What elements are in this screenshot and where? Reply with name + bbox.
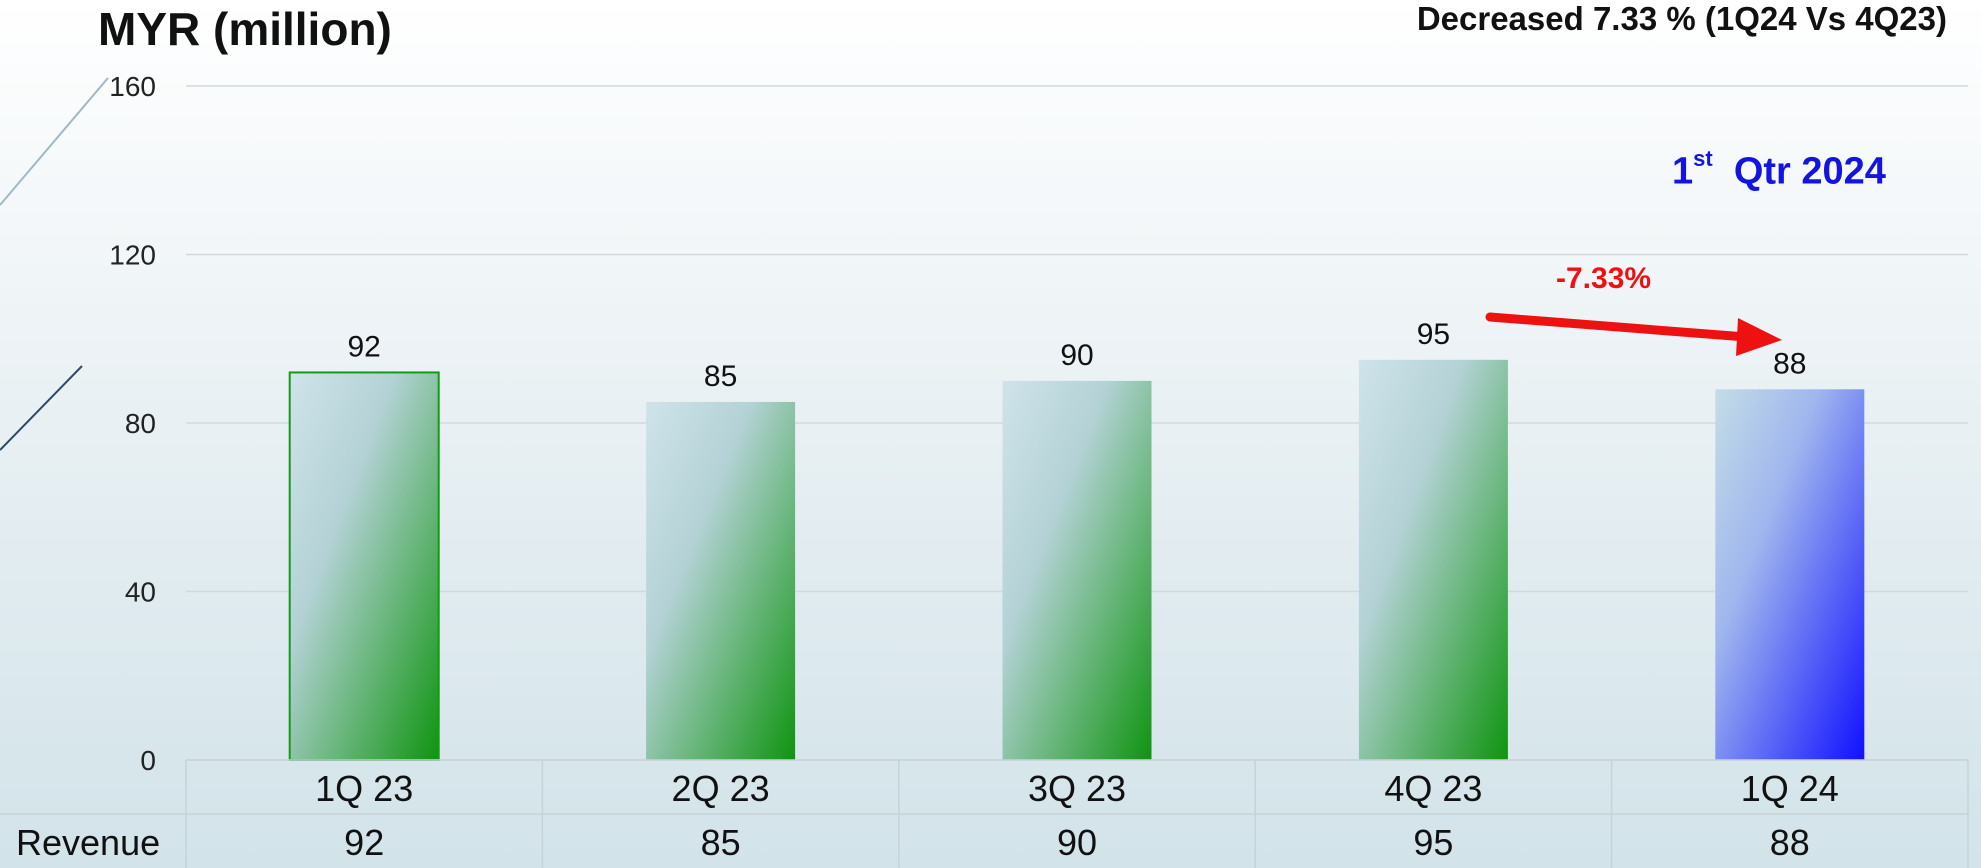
category-label: 1Q 23 (315, 768, 413, 809)
category-label: 4Q 23 (1384, 768, 1482, 809)
period-suffix: st (1693, 146, 1713, 171)
table-value-cell: 90 (1057, 822, 1097, 863)
bar (1002, 380, 1152, 760)
data-label: 90 (1060, 339, 1093, 372)
category-label: 2Q 23 (672, 768, 770, 809)
bar (288, 371, 440, 761)
headline-text: Decreased 7.33 % (1Q24 Vs 4Q23) (1416, 0, 1947, 37)
change-label: -7.33% (1556, 262, 1652, 295)
period-label: 1st Qtr 2024 (1672, 146, 1886, 194)
table-value-cell: 92 (344, 822, 384, 863)
decrease-arrow (1485, 312, 1751, 342)
chart-title: MYR (million) (98, 3, 392, 55)
table-value-cell: 95 (1413, 822, 1453, 863)
data-label: 88 (1773, 347, 1806, 380)
data-table: Revenue 1Q 23 92 2Q 23 85 3Q 23 90 4Q 23 95 1Q 24… (0, 759, 1969, 868)
bar (1358, 359, 1508, 760)
table-value-cell: 85 (701, 822, 741, 863)
y-tick-label: 80 (125, 408, 156, 439)
bar (646, 401, 796, 760)
y-axis: 0 40 80 120 160 (109, 71, 156, 776)
y-tick-label: 40 (125, 577, 156, 608)
y-tick-label: 0 (140, 745, 156, 776)
period-rest: Qtr 2024 (1733, 150, 1886, 193)
decrease-arrow-head (1736, 318, 1782, 356)
data-label: 92 (348, 330, 381, 363)
y-tick-label: 120 (109, 240, 156, 271)
category-label: 3Q 23 (1028, 768, 1126, 809)
table-value-cell: 88 (1770, 822, 1810, 863)
decor-line-1 (0, 77, 109, 206)
series-name-cell: Revenue (16, 822, 160, 863)
category-label: 1Q 24 (1741, 768, 1839, 809)
period-ordinal: 1 (1672, 150, 1694, 193)
data-label: 95 (1417, 318, 1450, 351)
data-labels: 92 85 90 95 88 (348, 318, 1807, 393)
y-tick-label: 160 (109, 71, 156, 102)
data-label: 85 (704, 360, 737, 393)
decor-line-2 (0, 365, 83, 451)
bar (1715, 389, 1865, 760)
bars (288, 359, 1865, 761)
